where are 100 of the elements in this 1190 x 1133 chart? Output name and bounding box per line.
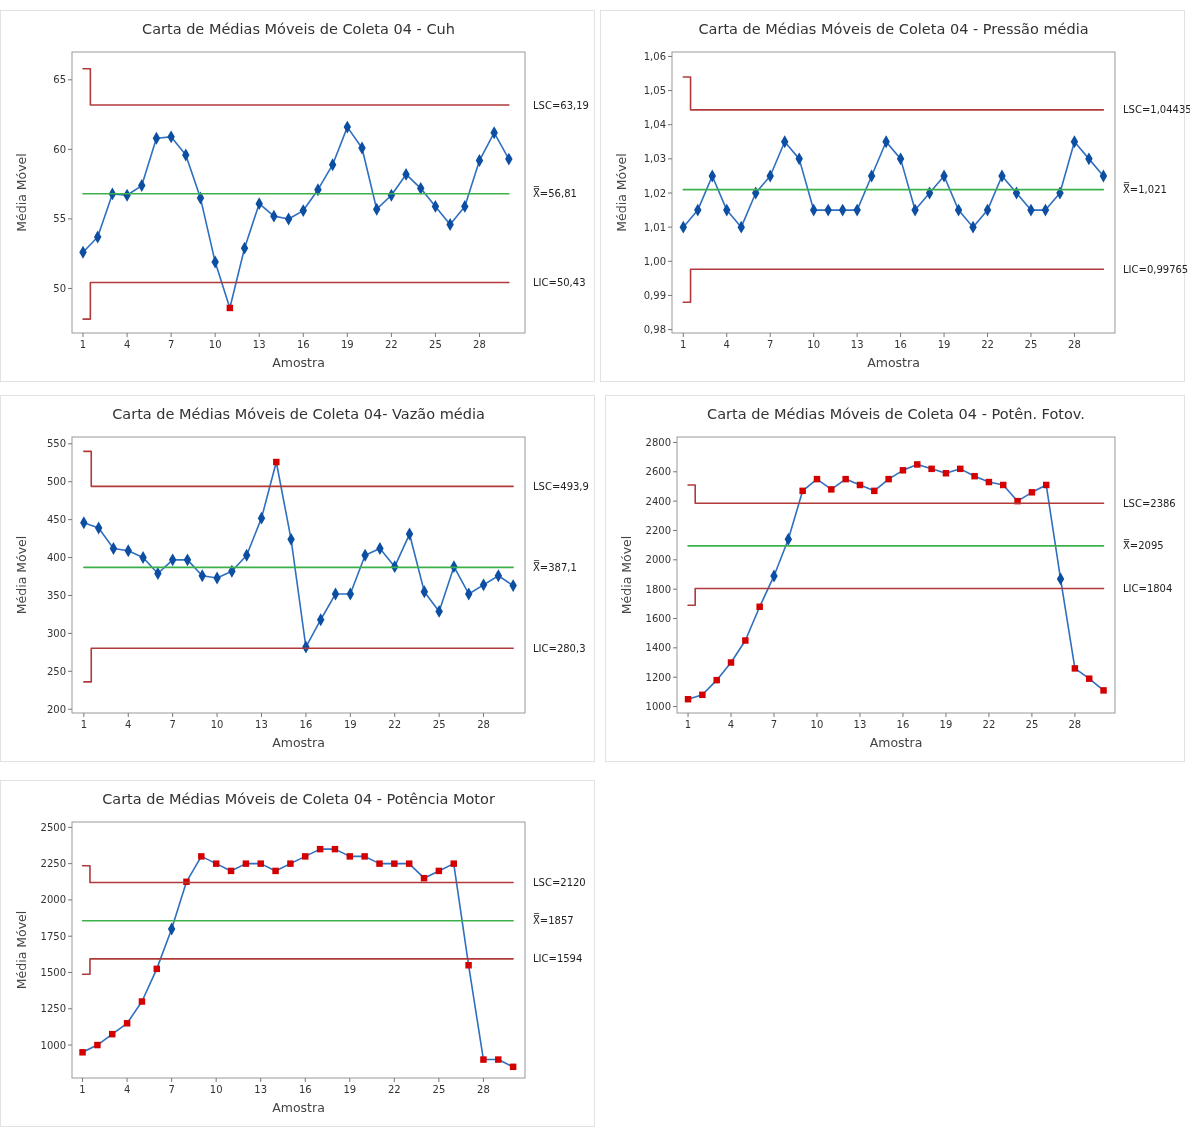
point <box>272 867 279 875</box>
y-tick-label: 500 <box>46 476 66 488</box>
x-tick-label: 13 <box>853 719 867 730</box>
point <box>94 1041 101 1049</box>
point <box>885 475 892 483</box>
x-tick-label: 22 <box>982 719 996 730</box>
x-tick-label: 7 <box>168 1084 175 1095</box>
y-tick-label: 400 <box>46 552 66 564</box>
x-tick-label: 1 <box>79 339 87 350</box>
point <box>713 676 720 684</box>
y-axis-title: Média Móvel <box>14 910 29 990</box>
x-tick-label: 22 <box>388 719 402 730</box>
y-tick-label: 1400 <box>645 642 671 654</box>
y-tick-label: 350 <box>46 589 66 601</box>
point <box>1085 675 1093 682</box>
x-tick-label: 25 <box>432 1084 446 1095</box>
chart-title: Carta de Médias Móveis de Coleta 04- Vazão média <box>112 406 485 422</box>
point <box>842 475 849 483</box>
y-axis-title: Média Móvel <box>619 535 634 615</box>
x-tick-label: 13 <box>255 719 268 730</box>
x-tick-label: 16 <box>299 719 313 730</box>
y-axis-title: Média Móvel <box>14 153 29 232</box>
y-tick-label: 550 <box>46 438 66 450</box>
y-tick-label: 55 <box>53 213 66 225</box>
point <box>198 853 205 860</box>
y-tick-label: 2800 <box>645 436 671 448</box>
x-tick-label: 16 <box>896 719 910 730</box>
point <box>302 853 309 860</box>
y-tick-label: 1,01 <box>643 221 666 233</box>
y-tick-label: 2000 <box>645 554 671 566</box>
point <box>79 1049 86 1056</box>
series-label: X̿=2095 <box>1123 538 1164 552</box>
point <box>346 853 354 860</box>
point <box>928 465 935 473</box>
x-tick-label: 28 <box>477 719 490 730</box>
x-tick-label: 10 <box>210 719 224 730</box>
x-axis-title: Amostra <box>272 355 325 370</box>
series-label: LSC=2386 <box>1123 497 1176 509</box>
y-tick-label: 1,06 <box>643 50 666 62</box>
y-tick-label: 1,04 <box>643 119 666 131</box>
y-tick-label: 1250 <box>40 1003 66 1015</box>
x-tick-label: 22 <box>385 339 398 350</box>
y-tick-label: 2400 <box>645 495 671 507</box>
x-tick-label: 16 <box>296 339 310 350</box>
x-tick-label: 19 <box>343 719 357 730</box>
x-tick-label: 10 <box>810 719 824 730</box>
point <box>391 860 398 867</box>
x-tick-label: 19 <box>340 339 354 350</box>
point <box>957 465 964 473</box>
point <box>1100 687 1107 694</box>
x-axis-title: Amostra <box>869 735 923 750</box>
series-label: LIC=1594 <box>533 953 583 965</box>
point <box>242 860 250 867</box>
y-tick-label: 2600 <box>645 466 671 478</box>
y-tick-label: 1,00 <box>643 255 666 267</box>
point <box>699 691 706 699</box>
y-tick-label: 1,03 <box>643 153 666 165</box>
x-tick-label: 13 <box>252 339 266 350</box>
point <box>361 853 368 860</box>
x-tick-label: 13 <box>254 1084 268 1095</box>
x-tick-label: 16 <box>894 339 907 350</box>
y-tick-label: 1,02 <box>643 187 666 199</box>
point <box>450 860 457 867</box>
x-tick-label: 7 <box>169 719 176 730</box>
point <box>727 659 735 666</box>
x-axis-title: Amostra <box>867 355 920 370</box>
point <box>899 467 907 474</box>
point <box>914 461 921 468</box>
point <box>828 486 835 493</box>
chart-title: Carta de Médias Móveis de Coleta 04 - Potência Motor <box>102 791 495 807</box>
x-tick-label: 28 <box>1068 339 1081 350</box>
x-tick-label: 7 <box>167 339 175 350</box>
series-label: LSC=2120 <box>533 877 586 889</box>
y-tick-label: 1750 <box>40 930 66 942</box>
series-label: X̿=1857 <box>533 913 574 927</box>
y-tick-label: 2500 <box>40 821 66 833</box>
y-tick-label: 1000 <box>645 701 671 713</box>
y-tick-label: 1500 <box>40 966 66 978</box>
x-tick-label: 10 <box>807 339 821 350</box>
point <box>287 860 294 867</box>
x-tick-label: 10 <box>209 1084 223 1095</box>
chart-title: Carta de Médias Móveis de Coleta 04 - Potên. Fotov. <box>707 406 1085 422</box>
x-axis-title: Amostra <box>272 1100 325 1115</box>
y-tick-label: 1200 <box>645 671 671 683</box>
series-label: LSC=493,9 <box>533 480 589 492</box>
x-tick-label: 19 <box>937 339 951 350</box>
text: LSC=63,19 <box>533 99 589 111</box>
y-tick-label: 450 <box>46 514 66 526</box>
y-tick-label: 300 <box>46 627 66 639</box>
point <box>495 1056 502 1063</box>
point <box>1071 665 1079 672</box>
point <box>257 860 264 867</box>
text: X̿=56,81 <box>533 186 577 200</box>
y-tick-label: 200 <box>46 703 66 715</box>
x-tick-label: 28 <box>477 1084 490 1095</box>
text: LIC=50,43 <box>533 277 586 288</box>
y-tick-label: 1600 <box>645 613 671 625</box>
point <box>799 487 806 495</box>
x-tick-label: 25 <box>1024 339 1038 350</box>
series-label: LIC=280,3 <box>533 642 586 654</box>
